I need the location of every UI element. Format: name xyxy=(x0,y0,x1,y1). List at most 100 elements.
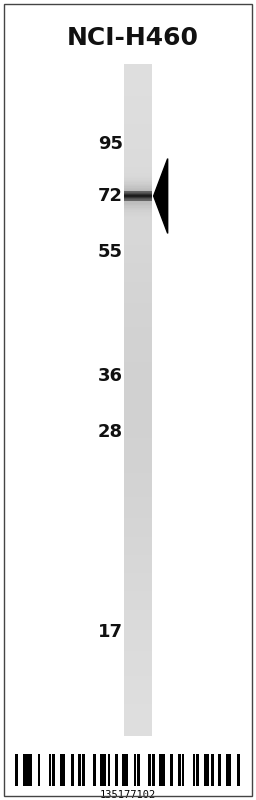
Bar xyxy=(170,754,173,786)
Bar xyxy=(124,708,152,709)
Bar xyxy=(124,329,152,330)
Bar xyxy=(124,360,152,361)
Bar xyxy=(124,202,152,204)
Bar xyxy=(124,422,152,423)
Bar xyxy=(124,419,152,420)
Bar xyxy=(124,509,152,510)
Bar xyxy=(124,392,152,394)
Bar xyxy=(124,629,152,630)
Bar xyxy=(124,570,152,572)
Bar xyxy=(124,86,152,87)
Bar xyxy=(124,710,152,712)
Bar xyxy=(124,438,152,439)
Bar xyxy=(124,311,152,313)
Bar xyxy=(124,572,152,574)
Bar xyxy=(124,350,152,352)
Bar xyxy=(124,458,152,459)
Bar xyxy=(124,622,152,623)
Bar xyxy=(124,167,152,169)
Bar xyxy=(124,483,152,485)
Bar xyxy=(124,479,152,481)
Bar xyxy=(124,104,152,106)
Bar xyxy=(124,299,152,301)
Bar xyxy=(124,424,152,426)
Bar xyxy=(124,495,152,497)
Bar xyxy=(23,754,26,786)
Bar xyxy=(124,728,152,730)
Bar xyxy=(124,550,152,552)
Bar xyxy=(124,671,152,673)
Bar xyxy=(124,645,152,646)
Bar xyxy=(124,491,152,493)
Bar xyxy=(124,540,152,541)
Bar xyxy=(124,346,152,347)
Bar xyxy=(124,558,152,560)
Bar xyxy=(124,499,152,501)
Bar xyxy=(211,754,214,786)
Bar xyxy=(124,357,152,358)
Bar xyxy=(124,455,152,457)
Bar xyxy=(124,274,152,275)
Bar xyxy=(124,74,152,76)
Bar xyxy=(124,115,152,117)
Bar xyxy=(124,627,152,629)
Bar xyxy=(124,490,152,491)
Bar xyxy=(124,208,152,209)
Bar xyxy=(124,528,152,529)
Bar xyxy=(124,289,152,290)
Bar xyxy=(124,654,152,655)
Text: 72: 72 xyxy=(98,187,123,205)
Bar xyxy=(124,568,152,570)
Bar xyxy=(124,178,152,179)
Bar xyxy=(124,584,152,586)
Bar xyxy=(124,146,152,147)
Bar xyxy=(124,224,152,226)
Bar xyxy=(124,412,152,414)
Bar xyxy=(124,427,152,428)
Bar xyxy=(124,133,152,134)
Bar xyxy=(124,290,152,291)
Bar xyxy=(124,524,152,525)
Bar xyxy=(124,525,152,526)
Bar xyxy=(124,252,152,254)
Bar xyxy=(124,92,152,94)
Bar xyxy=(124,600,152,602)
Bar xyxy=(124,734,152,736)
Bar xyxy=(124,522,152,524)
Bar xyxy=(124,431,152,432)
Bar xyxy=(124,325,152,326)
Bar xyxy=(124,457,152,458)
Bar xyxy=(124,587,152,588)
Bar xyxy=(124,151,152,153)
Bar xyxy=(124,534,152,536)
Bar xyxy=(124,345,152,346)
Bar xyxy=(124,651,152,653)
Bar xyxy=(124,450,152,451)
Bar xyxy=(124,688,152,689)
Text: 55: 55 xyxy=(98,243,123,261)
Bar xyxy=(124,463,152,465)
Bar xyxy=(124,298,152,299)
Bar xyxy=(124,323,152,325)
Bar xyxy=(124,536,152,537)
Bar xyxy=(124,681,152,682)
Bar xyxy=(124,362,152,364)
Bar xyxy=(124,117,152,118)
Bar xyxy=(218,754,221,786)
Bar xyxy=(124,474,152,475)
Bar xyxy=(124,70,152,72)
Bar xyxy=(124,276,152,278)
Bar xyxy=(124,214,152,216)
Bar xyxy=(124,318,152,319)
Bar xyxy=(124,532,152,533)
Bar xyxy=(124,702,152,704)
Bar xyxy=(124,404,152,406)
Bar xyxy=(124,369,152,370)
Bar xyxy=(124,603,152,604)
Bar xyxy=(124,396,152,398)
Bar xyxy=(124,655,152,657)
Bar xyxy=(124,259,152,260)
Bar xyxy=(124,90,152,91)
Bar xyxy=(124,537,152,538)
Bar xyxy=(38,754,40,786)
